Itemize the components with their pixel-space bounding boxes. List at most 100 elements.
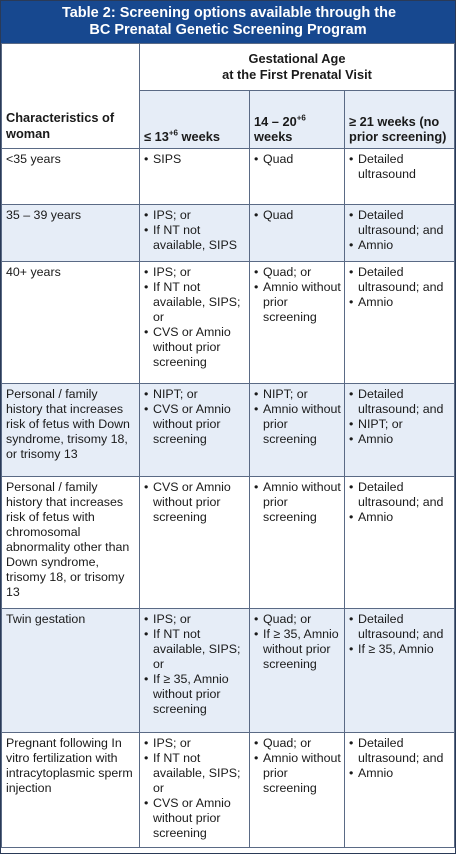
gestational-age-line2: at the First Prenatal Visit (222, 67, 372, 82)
cell-c3: Detailed ultrasound; andAmnio (344, 732, 455, 848)
option-item: IPS; or (144, 265, 246, 280)
option-item: Detailed ultrasound; and (349, 208, 451, 238)
cell-c2: Quad (249, 204, 345, 262)
option-list: Quad (254, 152, 341, 167)
option-list: Detailed ultrasound; andAmnio (349, 208, 451, 253)
option-item: NIPT; or (254, 387, 341, 402)
cell-c1: IPS; orIf NT not available, SIPS; orCVS … (139, 261, 250, 384)
cell-c1: IPS; orIf NT not available, SIPS; orCVS … (139, 732, 250, 848)
option-item: If NT not available, SIPS (144, 223, 246, 253)
column-header-21-weeks: ≥ 21 weeks (no prior screening) (344, 90, 455, 149)
option-list: Quad; orIf ≥ 35, Amnio without prior scr… (254, 612, 341, 672)
option-item: IPS; or (144, 208, 246, 223)
option-item: Amnio without prior screening (254, 402, 341, 447)
cell-c3: Detailed ultrasound; andAmnio (344, 261, 455, 384)
gestational-age-line1: Gestational Age (248, 51, 346, 66)
row-label: 35 – 39 years (1, 204, 140, 262)
option-item: Detailed ultrasound; and (349, 387, 451, 417)
table-row: Personal / family history that increases… (1, 476, 455, 609)
option-item: Amnio (349, 295, 451, 310)
table-row: Pregnant following In vitro fertilizatio… (1, 732, 455, 848)
cell-c3: Detailed ultrasound (344, 148, 455, 205)
option-item: Amnio without prior screening (254, 751, 341, 796)
cell-c1: IPS; orIf NT not available, SIPS; orIf ≥… (139, 608, 250, 733)
cell-c1: CVS or Amnio without prior screening (139, 476, 250, 609)
option-item: CVS or Amnio without prior screening (144, 325, 246, 370)
option-list: IPS; orIf NT not available, SIPS (144, 208, 246, 253)
cell-c2: Quad; orIf ≥ 35, Amnio without prior scr… (249, 608, 345, 733)
option-item: Amnio without prior screening (254, 280, 341, 325)
table-title: Table 2: Screening options available thr… (1, 1, 455, 43)
table-row: 35 – 39 yearsIPS; orIf NT not available,… (1, 204, 455, 262)
option-list: CVS or Amnio without prior screening (144, 480, 246, 525)
option-list: Detailed ultrasound; andAmnio (349, 265, 451, 310)
option-item: If ≥ 35, Amnio without prior screening (254, 627, 341, 672)
option-item: If NT not available, SIPS; or (144, 751, 246, 796)
table-row: <35 years SIPS Quad Detailed ultrasound (1, 148, 455, 205)
option-item: Detailed ultrasound; and (349, 265, 451, 295)
row-label: Pregnant following In vitro fertilizatio… (1, 732, 140, 848)
option-item: Amnio without prior screening (254, 480, 341, 525)
option-list: NIPT; orCVS or Amnio without prior scree… (144, 387, 246, 447)
row-label: Twin gestation (1, 608, 140, 733)
cell-c3: Detailed ultrasound; andIf ≥ 35, Amnio (344, 608, 455, 733)
option-item: Quad; or (254, 736, 341, 751)
option-item: Detailed ultrasound; and (349, 612, 451, 642)
table-title-line1: Table 2: Screening options available thr… (61, 5, 397, 21)
cell-c1: SIPS (139, 148, 250, 205)
option-list: IPS; orIf NT not available, SIPS; orIf ≥… (144, 612, 246, 717)
screening-options-table: Characteristics of woman Gestational Age… (1, 43, 455, 848)
option-item: Quad; or (254, 265, 341, 280)
option-item: Detailed ultrasound; and (349, 480, 451, 510)
option-item: Amnio (349, 766, 451, 781)
option-item: Detailed ultrasound; and (349, 736, 451, 766)
option-list: Amnio without prior screening (254, 480, 341, 525)
option-item: If ≥ 35, Amnio without prior screening (144, 672, 246, 717)
option-item: Amnio (349, 432, 451, 447)
row-label: Personal / family history that increases… (1, 383, 140, 477)
option-item: SIPS (144, 152, 246, 167)
gestational-age-header: Gestational Age at the First Prenatal Vi… (139, 43, 455, 91)
column-header-13-weeks: ≤ 13+6 weeks (139, 90, 250, 149)
table-body: <35 years SIPS Quad Detailed ultrasound 35 –… (1, 148, 455, 848)
option-item: If ≥ 35, Amnio (349, 642, 451, 657)
row-label: <35 years (1, 148, 140, 205)
cell-c1: IPS; orIf NT not available, SIPS (139, 204, 250, 262)
option-item: If NT not available, SIPS; or (144, 627, 246, 672)
option-item: CVS or Amnio without prior screening (144, 796, 246, 841)
option-list: Detailed ultrasound; andAmnio (349, 736, 451, 781)
option-item: IPS; or (144, 612, 246, 627)
option-list: Detailed ultrasound; andAmnio (349, 480, 451, 525)
table-row: Personal / family history that increases… (1, 383, 455, 477)
cell-c1: NIPT; orCVS or Amnio without prior scree… (139, 383, 250, 477)
cell-c2: Quad (249, 148, 345, 205)
option-list: IPS; orIf NT not available, SIPS; orCVS … (144, 736, 246, 841)
option-list: Detailed ultrasound; andIf ≥ 35, Amnio (349, 612, 451, 657)
cell-c3: Detailed ultrasound; andAmnio (344, 476, 455, 609)
option-item: NIPT; or (144, 387, 246, 402)
option-list: IPS; orIf NT not available, SIPS; orCVS … (144, 265, 246, 370)
option-item: Quad; or (254, 612, 341, 627)
cell-c3: Detailed ultrasound; andAmnio (344, 204, 455, 262)
option-item: Quad (254, 152, 341, 167)
row-label: Personal / family history that increases… (1, 476, 140, 609)
option-item: CVS or Amnio without prior screening (144, 480, 246, 525)
column-header-14-20-weeks: 14 – 20+6 weeks (249, 90, 345, 149)
option-list: Detailed ultrasound (349, 152, 451, 182)
option-item: Detailed ultrasound (349, 152, 451, 182)
option-item: Quad (254, 208, 341, 223)
characteristics-header: Characteristics of woman (1, 43, 140, 149)
option-item: If NT not available, SIPS; or (144, 280, 246, 325)
option-list: Quad (254, 208, 341, 223)
option-item: NIPT; or (349, 417, 451, 432)
option-item: Amnio (349, 510, 451, 525)
